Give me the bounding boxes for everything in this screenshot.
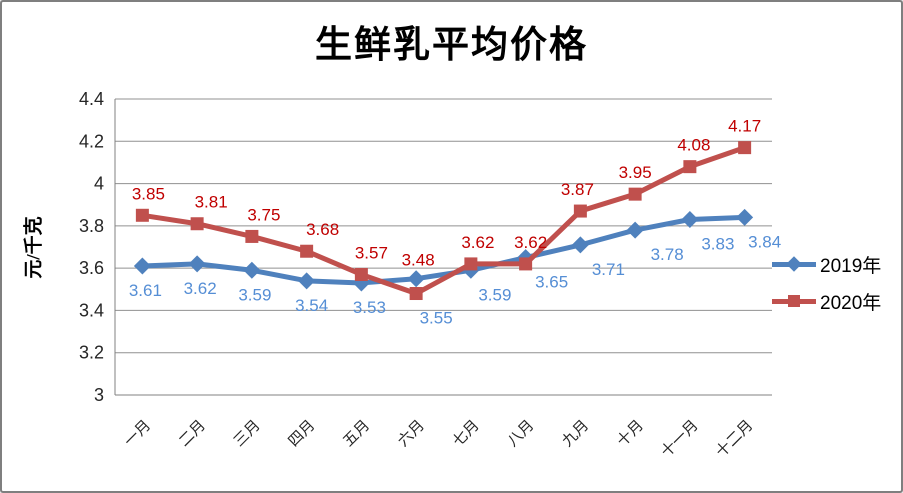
y-tick-label: 3.2	[79, 343, 104, 363]
data-label: 3.62	[514, 233, 547, 252]
x-tick-label: 二月	[176, 417, 209, 450]
diamond-marker-icon	[786, 256, 802, 272]
diamond-marker-icon	[133, 257, 151, 275]
data-label: 3.48	[402, 251, 435, 270]
square-marker-icon	[300, 244, 314, 258]
data-label: 3.75	[247, 205, 280, 224]
square-marker-icon	[409, 287, 423, 301]
square-marker-icon	[628, 187, 642, 201]
data-label: 3.68	[306, 220, 339, 239]
data-label: 3.62	[184, 279, 217, 298]
y-tick-label: 3.6	[79, 258, 104, 278]
square-marker-icon	[738, 141, 752, 155]
legend-item-2019[interactable]: 2019年	[772, 252, 882, 277]
x-tick-label: 七月	[449, 417, 482, 450]
x-tick-label: 三月	[230, 417, 263, 450]
diamond-marker-icon	[681, 211, 699, 229]
data-label: 3.59	[238, 285, 271, 304]
legend-line-2019	[772, 256, 816, 272]
data-label: 4.17	[728, 117, 761, 136]
data-label: 3.84	[748, 232, 781, 251]
x-tick-label: 六月	[395, 417, 428, 450]
y-tick-label: 4.4	[79, 89, 104, 109]
square-marker-icon	[135, 208, 149, 222]
diamond-marker-icon	[407, 270, 425, 288]
y-tick-label: 4	[94, 174, 104, 194]
square-marker-icon	[788, 295, 800, 307]
data-label: 3.95	[619, 163, 652, 182]
x-tick-label: 十二月	[713, 417, 757, 461]
data-label: 3.83	[701, 235, 734, 254]
data-label: 3.65	[535, 273, 568, 292]
legend-item-2020[interactable]: 2020年	[772, 289, 882, 314]
x-tick-label: 十一月	[658, 417, 702, 461]
data-label: 3.53	[353, 298, 386, 317]
legend-label-2020: 2020年	[820, 292, 882, 314]
diamond-marker-icon	[243, 261, 261, 279]
square-marker-icon	[573, 204, 587, 218]
y-tick-label: 3	[94, 385, 104, 405]
data-label: 3.62	[461, 233, 494, 252]
data-label: 3.57	[355, 243, 388, 262]
data-label: 3.87	[561, 180, 594, 199]
legend-line-2020	[772, 295, 816, 307]
square-marker-icon	[683, 160, 697, 174]
square-marker-icon	[245, 229, 259, 243]
series-line-2020年	[139, 145, 748, 297]
chart-title: 生鲜乳平均价格	[315, 25, 588, 66]
y-tick-label: 3.4	[79, 300, 104, 320]
y-tick-label: 4.2	[79, 131, 104, 151]
diamond-marker-icon	[298, 272, 316, 290]
data-label: 3.54	[295, 296, 328, 315]
x-tick-label: 十月	[614, 417, 647, 450]
x-tick-label: 一月	[121, 417, 154, 450]
data-label: 3.78	[651, 245, 684, 264]
legend: 2019年 2020年	[772, 252, 882, 314]
series-line-2019年	[139, 214, 748, 286]
x-tick-label: 五月	[340, 417, 373, 450]
data-label: 3.59	[478, 285, 511, 304]
x-tick-label: 九月	[559, 417, 592, 450]
square-marker-icon	[464, 257, 478, 271]
diamond-marker-icon	[736, 208, 754, 226]
data-label: 3.85	[132, 184, 165, 203]
square-marker-icon	[519, 257, 533, 271]
data-label: 3.81	[195, 193, 228, 212]
diamond-marker-icon	[188, 255, 206, 273]
square-marker-icon	[354, 267, 368, 281]
y-tick-label: 3.8	[79, 216, 104, 236]
diamond-marker-icon	[626, 221, 644, 239]
data-label: 3.71	[592, 260, 625, 279]
data-label: 3.55	[420, 309, 453, 328]
x-tick-label: 八月	[504, 417, 537, 450]
legend-label-2019: 2019年	[820, 255, 882, 277]
data-label: 4.08	[677, 136, 710, 155]
x-tick-label: 四月	[285, 417, 318, 450]
square-marker-icon	[190, 217, 204, 231]
diamond-marker-icon	[571, 236, 589, 254]
data-label: 3.61	[129, 281, 162, 300]
